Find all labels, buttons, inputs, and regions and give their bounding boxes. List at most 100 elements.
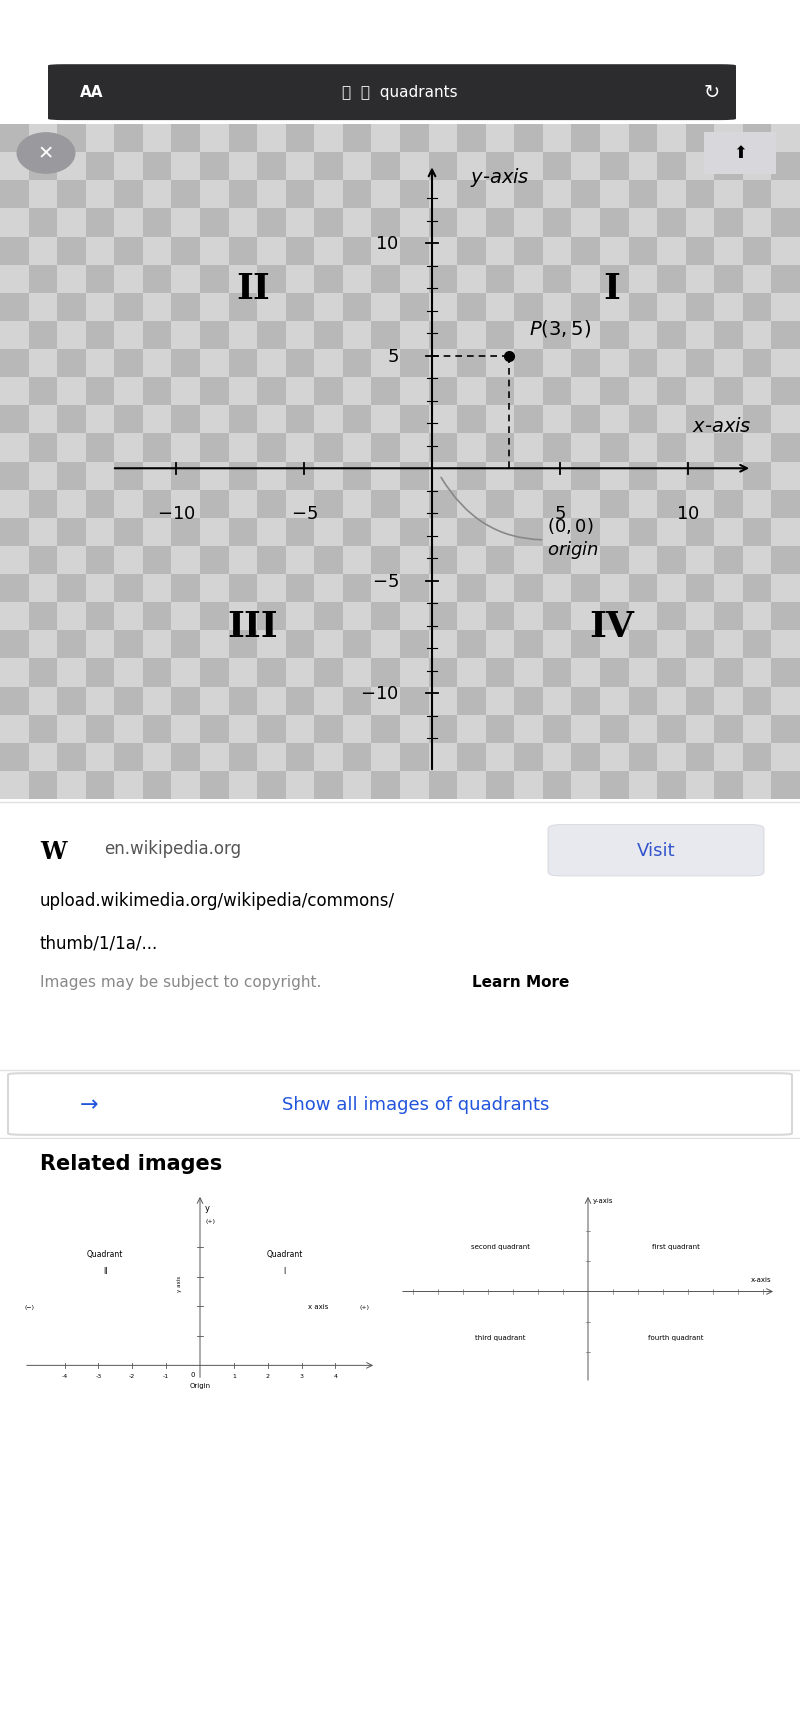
Bar [371, 407, 400, 434]
Bar [229, 407, 257, 434]
Bar [314, 125, 343, 152]
Bar [229, 687, 257, 714]
Bar [200, 714, 229, 744]
Bar [143, 125, 171, 152]
Bar [571, 125, 600, 152]
Bar [0, 237, 29, 265]
Bar [400, 744, 429, 772]
Bar [314, 744, 343, 772]
Bar [657, 434, 686, 462]
Bar [286, 631, 314, 659]
Bar [229, 125, 257, 152]
Bar [429, 772, 457, 799]
Bar [629, 490, 657, 519]
Bar [57, 294, 86, 322]
Bar [57, 574, 86, 602]
Bar [286, 377, 314, 407]
Bar [57, 687, 86, 714]
Bar [229, 434, 257, 462]
Bar [371, 744, 400, 772]
Bar [286, 547, 314, 574]
Bar [486, 265, 514, 294]
Bar [200, 602, 229, 631]
Bar [257, 182, 286, 209]
Text: ▐▌▌  ◂  ▭: ▐▌▌ ◂ ▭ [673, 24, 736, 36]
Bar [686, 377, 714, 407]
Bar [657, 519, 686, 547]
Circle shape [18, 133, 75, 175]
Bar [143, 265, 171, 294]
Bar [314, 631, 343, 659]
Bar [200, 125, 229, 152]
Bar [714, 714, 743, 744]
Bar [400, 152, 429, 182]
Text: 3: 3 [299, 1374, 303, 1379]
Bar [143, 209, 171, 237]
Bar [200, 772, 229, 799]
Bar [171, 602, 200, 631]
Bar [714, 152, 743, 182]
Bar [600, 744, 629, 772]
Bar [257, 294, 286, 322]
Bar [429, 744, 457, 772]
Bar [0, 407, 29, 434]
Bar [429, 602, 457, 631]
Bar [629, 349, 657, 377]
Text: y axis: y axis [177, 1275, 182, 1292]
Bar [771, 407, 800, 434]
Bar [686, 631, 714, 659]
Bar [457, 125, 486, 152]
Text: thumb/1/1a/...: thumb/1/1a/... [40, 934, 158, 953]
Bar [200, 547, 229, 574]
Text: upload.wikimedia.org/wikipedia/commons/: upload.wikimedia.org/wikipedia/commons/ [40, 891, 395, 910]
Bar [229, 547, 257, 574]
Bar [714, 182, 743, 209]
Bar [400, 237, 429, 265]
Bar [771, 209, 800, 237]
Bar [429, 687, 457, 714]
Bar [286, 294, 314, 322]
Bar [229, 772, 257, 799]
Bar [343, 125, 371, 152]
Bar [657, 547, 686, 574]
Bar [486, 714, 514, 744]
Bar [0, 490, 29, 519]
Bar [686, 125, 714, 152]
Bar [514, 407, 543, 434]
Bar [514, 462, 543, 490]
Bar [171, 434, 200, 462]
Bar [371, 349, 400, 377]
Bar [114, 714, 143, 744]
Bar [429, 265, 457, 294]
Bar [543, 490, 571, 519]
Bar [200, 377, 229, 407]
Bar [543, 547, 571, 574]
Bar [314, 434, 343, 462]
Bar [514, 152, 543, 182]
Bar [457, 462, 486, 490]
Bar [771, 659, 800, 687]
Bar [200, 462, 229, 490]
Bar [171, 574, 200, 602]
Bar [371, 519, 400, 547]
Bar [229, 322, 257, 349]
Text: III: III [227, 609, 278, 644]
Text: 4: 4 [334, 1374, 338, 1379]
Bar [714, 490, 743, 519]
Bar [629, 322, 657, 349]
Bar [314, 462, 343, 490]
Bar [314, 602, 343, 631]
Bar [229, 519, 257, 547]
Bar [314, 547, 343, 574]
Bar [486, 182, 514, 209]
Bar [514, 547, 543, 574]
Bar [257, 547, 286, 574]
Bar [771, 322, 800, 349]
Bar [429, 714, 457, 744]
Bar [600, 659, 629, 687]
Bar [29, 182, 57, 209]
Bar [171, 744, 200, 772]
FancyBboxPatch shape [48, 66, 736, 121]
Bar [314, 322, 343, 349]
Bar [486, 687, 514, 714]
